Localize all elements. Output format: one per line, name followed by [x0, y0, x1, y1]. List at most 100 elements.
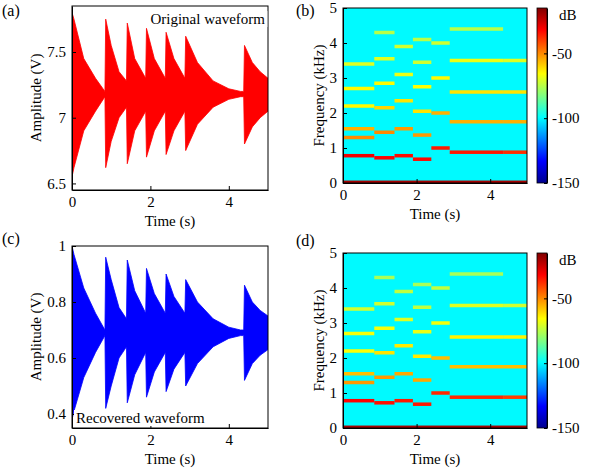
- axis-x: 024: [69, 186, 269, 210]
- tick-mark: [229, 186, 230, 190]
- spectral-band: [413, 110, 431, 114]
- tick: -100: [544, 355, 580, 371]
- tick: 5: [330, 245, 348, 261]
- spectral-band: [343, 136, 374, 140]
- tick-mark: [490, 179, 491, 183]
- tick-label: 2: [330, 350, 338, 366]
- spectral-band: [413, 38, 431, 42]
- axis-line: [547, 9, 548, 184]
- spectral-band: [431, 111, 449, 115]
- colorbar: -150-100-50dB: [537, 7, 580, 191]
- y-axis-title: Amplitude (V): [28, 54, 45, 143]
- tick-mark: [343, 253, 347, 254]
- axis-line: [73, 190, 269, 191]
- tick: 0.8: [47, 294, 76, 310]
- tick: 2: [413, 179, 421, 203]
- panel-label: (d): [296, 232, 315, 250]
- tick-mark: [417, 424, 418, 428]
- tick-mark: [72, 183, 76, 184]
- tick: 0.6: [47, 350, 76, 366]
- spectral-band: [413, 85, 431, 89]
- spectral-band: [374, 401, 394, 405]
- x-axis-title: Time (s): [410, 451, 461, 468]
- tick-mark: [343, 428, 347, 429]
- tick: 3: [330, 70, 348, 86]
- spectral-band: [413, 402, 431, 406]
- spectral-band: [374, 351, 394, 355]
- spectral-band: [343, 349, 374, 353]
- axis-y: 0.40.60.81: [47, 238, 76, 428]
- tick-mark: [343, 288, 347, 289]
- tick: 1: [330, 385, 348, 401]
- tick-mark: [343, 358, 347, 359]
- tick: 6.5: [47, 176, 76, 192]
- tick-label: 2: [413, 432, 421, 448]
- tick: -150: [544, 175, 580, 191]
- tick-mark: [72, 118, 76, 119]
- tick-label: -50: [552, 291, 572, 307]
- tick-mark: [343, 323, 347, 324]
- spectral-band: [374, 82, 394, 86]
- spectral-band: [450, 395, 503, 399]
- spectral-band: [343, 87, 374, 91]
- tick-label: 0: [330, 175, 338, 191]
- axis-y: 6.577.5: [47, 7, 76, 192]
- tick: -50: [544, 291, 572, 307]
- tick: 4: [487, 179, 495, 203]
- spectral-band: [395, 318, 413, 322]
- tick-label: 1: [330, 140, 338, 156]
- tick-label: 2: [330, 105, 338, 121]
- spectral-band: [395, 372, 413, 376]
- spectral-band: [431, 286, 449, 290]
- colorbar-label: dB: [559, 252, 577, 268]
- spectral-band: [374, 156, 394, 160]
- tick: 2: [413, 424, 421, 448]
- tick-mark: [229, 424, 230, 428]
- tick: 2: [147, 186, 155, 210]
- tick-mark: [72, 358, 76, 359]
- x-axis-title: Time (s): [410, 206, 461, 223]
- spectral-band: [450, 272, 503, 276]
- tick-label: 4: [226, 432, 234, 448]
- spectrogram-background: [343, 253, 527, 428]
- spectral-band: [395, 154, 413, 158]
- tick-label: 0: [340, 187, 348, 203]
- axis-line: [343, 9, 344, 184]
- spectral-band: [431, 321, 449, 325]
- tick-mark: [343, 393, 347, 394]
- tick-mark: [343, 8, 347, 9]
- tick-label: 0: [330, 420, 338, 436]
- spectral-band: [450, 59, 503, 63]
- tick: 4: [487, 424, 495, 448]
- y-axis-title: Frequency (kHz): [311, 289, 328, 391]
- tick-label: 0: [69, 194, 77, 210]
- spectral-band: [343, 381, 374, 385]
- spectral-band: [395, 344, 413, 348]
- spectral-band: [450, 90, 503, 94]
- tick-label: -150: [552, 420, 580, 436]
- panel: -150-100-50dB024012345Time (s)Frequency …: [311, 245, 580, 468]
- spectral-band: [343, 307, 374, 311]
- tick-mark: [544, 118, 547, 119]
- tick: 7: [59, 110, 77, 126]
- spectral-band: [374, 302, 394, 306]
- spectral-band: [413, 355, 431, 359]
- spectral-band: [413, 61, 431, 65]
- spectral-band: [343, 62, 374, 66]
- spectral-band: [503, 150, 527, 154]
- spectral-band: [374, 327, 394, 331]
- tick: 4: [226, 424, 234, 448]
- tick-label: 2: [147, 432, 155, 448]
- y-axis-title: Amplitude (V): [28, 293, 45, 382]
- tick-mark: [343, 43, 347, 44]
- tick-label: 3: [330, 315, 338, 331]
- tick-mark: [72, 52, 76, 53]
- tick-label: 1: [59, 238, 67, 254]
- axis-y: 012345: [330, 245, 348, 436]
- plot-frame: [72, 6, 268, 190]
- tick-label: 0: [69, 432, 77, 448]
- spectral-band: [413, 378, 431, 382]
- spectral-band: [450, 304, 503, 308]
- spectral-band: [343, 104, 374, 108]
- spectral-band: [503, 395, 527, 399]
